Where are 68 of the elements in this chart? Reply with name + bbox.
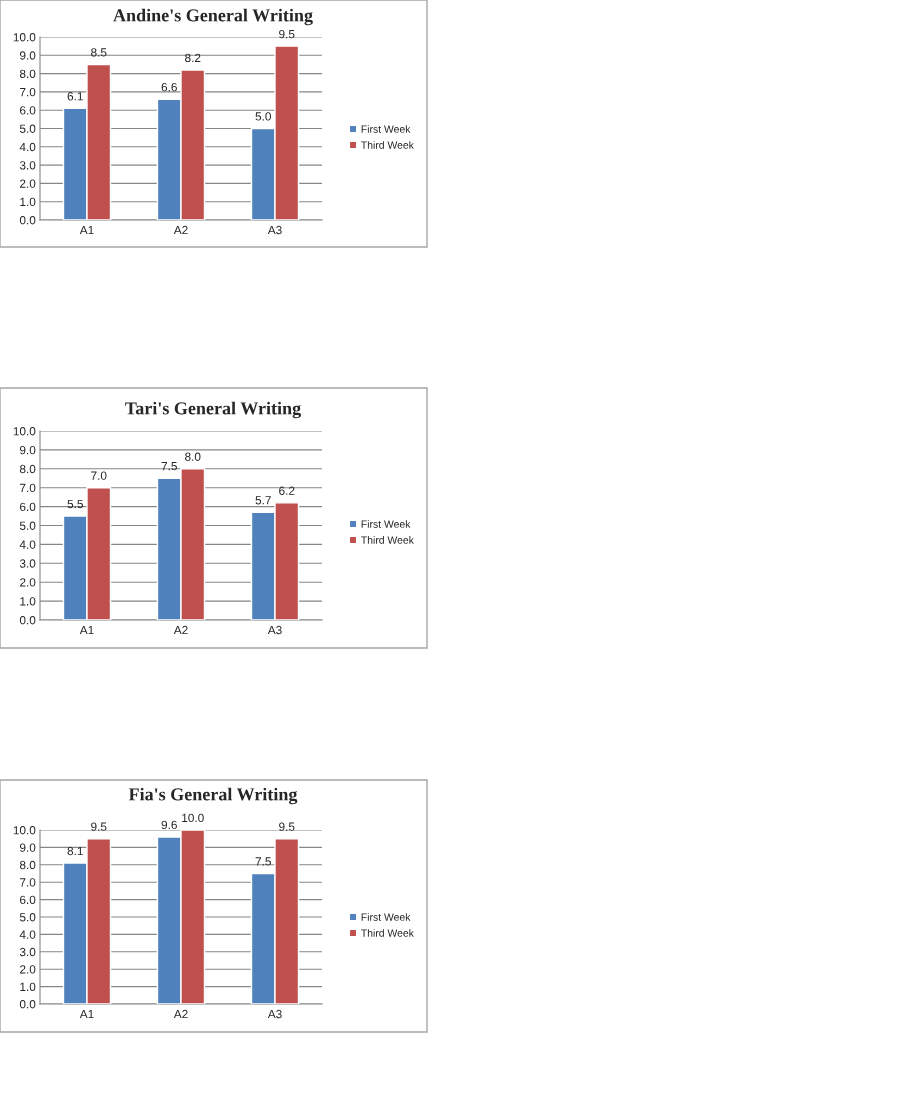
data-label: 8.0 [185,452,201,461]
x-tick-label: A3 [267,625,282,635]
x-tick-label: A3 [267,1009,282,1019]
y-tick-label: 2.0 [20,578,36,587]
y-tick-label: 3.0 [19,947,36,957]
data-label: 7.0 [91,471,107,480]
y-tick-label: 8.0 [19,860,36,870]
y-tick-label: 6.0 [20,106,36,115]
x-tick-label: A2 [173,225,188,235]
chart-title: Fia's General Writing [128,787,298,805]
data-label: 8.5 [91,48,107,57]
x-tick-label: A1 [79,1009,94,1019]
legend-label: First Week [361,913,411,921]
y-tick-label: 2.0 [20,179,36,188]
y-tick-label: 5.0 [19,124,36,133]
data-label: 9.6 [161,820,177,830]
legend-label: Third Week [361,536,414,544]
legend-label: Third Week [361,141,414,149]
x-tick-label: A2 [173,1009,188,1019]
y-tick-label: 5.0 [19,913,36,922]
y-tick-label: 7.0 [20,87,36,97]
y-tick-label: 0.0 [19,1000,36,1009]
legend-label: First Week [361,125,411,133]
data-label: 6.6 [161,82,177,92]
y-tick-label: 4.0 [19,540,36,549]
y-tick-label: 3.0 [19,559,36,568]
y-tick-label: 1.0 [20,982,36,991]
y-tick-label: 8.0 [19,464,36,474]
data-label: 9.5 [91,822,107,831]
data-label: 5.0 [255,112,271,121]
y-tick-label: 7.0 [20,483,36,493]
legend-label: Third Week [361,929,414,937]
data-label: 6.2 [279,486,295,495]
y-tick-label: 3.0 [19,161,36,170]
x-tick-label: A2 [173,625,188,635]
chart-title: Tari's General Writing [125,401,301,419]
y-tick-label: 2.0 [20,965,36,974]
chart-title: Andine's General Writing [113,8,313,26]
y-tick-label: 9.0 [19,445,36,455]
x-tick-label: A1 [79,625,94,635]
y-tick-label: 4.0 [19,930,36,939]
y-tick-label: 5.0 [19,521,36,530]
x-tick-label: A1 [79,225,94,235]
data-label: 8.2 [185,53,201,63]
legend-label: First Week [361,520,411,528]
y-tick-label: 10.0 [13,33,36,42]
y-tick-label: 0.0 [19,616,36,625]
data-label: 8.1 [67,846,83,856]
data-label: 7.5 [255,857,271,866]
data-label: 9.5 [279,822,295,831]
y-tick-label: 7.0 [20,878,36,887]
y-tick-label: 8.0 [19,69,36,78]
y-tick-label: 4.0 [19,142,36,152]
x-tick-label: A3 [267,225,282,235]
y-tick-label: 0.0 [19,216,36,225]
y-tick-label: 6.0 [20,502,36,511]
y-tick-label: 9.0 [19,51,36,60]
y-tick-label: 1.0 [20,197,36,207]
y-tick-label: 9.0 [19,843,36,852]
data-label: 9.5 [279,29,295,39]
y-tick-label: 6.0 [20,895,36,904]
data-label: 10.0 [182,813,204,823]
y-tick-label: 1.0 [20,597,36,606]
y-tick-label: 10.0 [13,826,36,835]
y-tick-label: 10.0 [13,427,36,436]
data-label: 6.1 [67,92,83,101]
data-label: 5.7 [255,496,271,505]
data-label: 7.5 [161,462,177,471]
